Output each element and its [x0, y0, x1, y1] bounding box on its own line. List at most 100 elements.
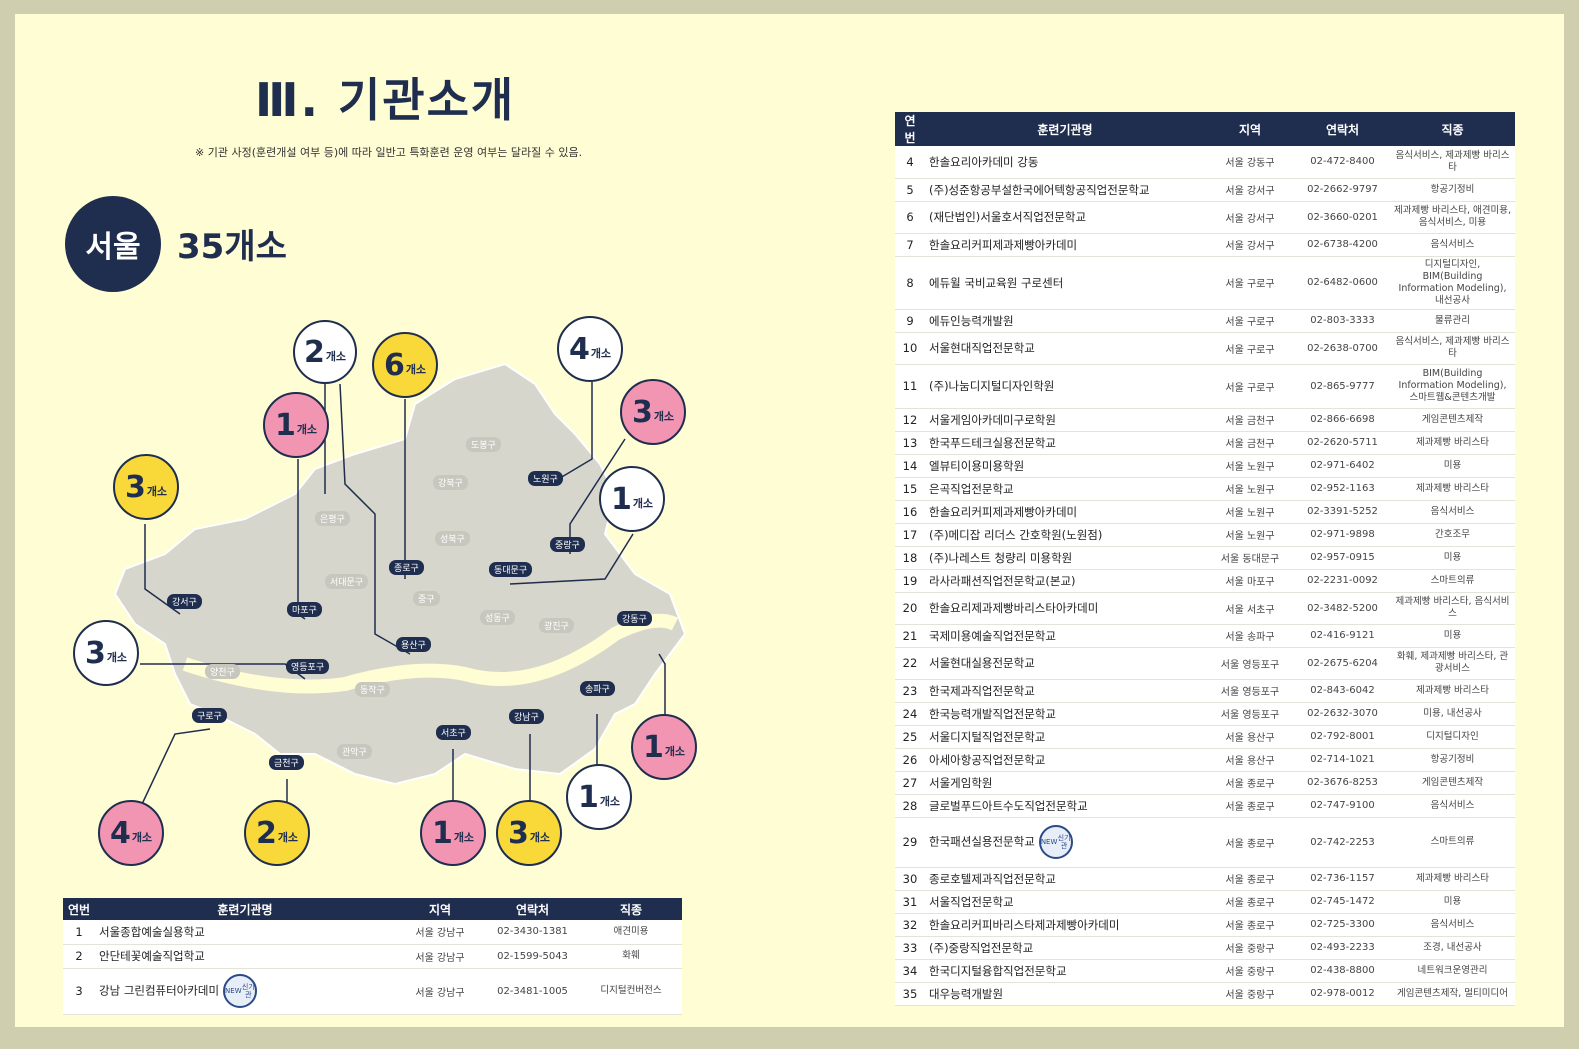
cell-num-text: 25: [902, 729, 918, 744]
cell-region-text: 서울 금천구: [1225, 416, 1275, 427]
cell-num-text: 29: [902, 835, 918, 849]
cell-job: 게임콘텐츠제작, 멀티미디어: [1390, 982, 1515, 1006]
cell-region-text: 서울 구로구: [1225, 382, 1275, 394]
cell-job: 화훼: [580, 944, 682, 969]
cell-job: 음식서비스: [1390, 913, 1515, 937]
cell-region: 서울 동대문구: [1205, 546, 1295, 570]
cell-name: (주)중랑직업전문학교: [925, 936, 1205, 960]
cell-phone-text: 02-952-1163: [1310, 483, 1375, 494]
cell-phone-text: 02-472-8400: [1310, 156, 1375, 168]
count-bubble: 4 개소: [557, 316, 623, 382]
cell-job: 게임콘텐츠제작: [1390, 408, 1515, 432]
cell-phone: 02-3391-5252: [1295, 500, 1390, 524]
cell-num: 11: [895, 364, 925, 409]
table-body: 1 서울종합예술실용학교 서울 강남구 02-3430-1381 애견미용 2 안단테꽃예술…: [63, 920, 682, 1015]
cell-num: 35: [895, 982, 925, 1006]
cell-region: 서울 마포구: [1205, 569, 1295, 593]
cell-name: 에듀윌 국비교육원 구로센터: [925, 256, 1205, 310]
cell-name: 에듀인능력개발원: [925, 309, 1205, 333]
cell-phone-text: 02-6738-4200: [1307, 239, 1378, 250]
cell-region: 서울 구로구: [1205, 332, 1295, 365]
table-body: 4 한솔요리아카데미 강동 서울 강동구 02-472-8400 음식서비스, 제과제빵…: [895, 146, 1515, 1006]
cell-name-text: 안단테꽃예술직업학교: [99, 949, 205, 963]
cell-region-text: 서울 영등포구: [1220, 659, 1280, 671]
cell-region: 서울 구로구: [1205, 256, 1295, 310]
cell-num-text: 7: [906, 237, 914, 252]
cell-name: 아세아항공직업전문학교: [925, 748, 1205, 772]
cell-job-text: 음식서비스: [1430, 799, 1475, 811]
cell-region-text: 서울 금천구: [1225, 439, 1275, 450]
cell-phone: 02-2632-3070: [1295, 702, 1390, 726]
cell-name: 한솔요리커피제과제빵아카데미: [925, 500, 1205, 524]
cell-job-text: 디지털컨버전스: [600, 985, 662, 996]
table-row: 10 서울현대직업전문학교 서울 구로구 02-2638-0700 음식서비스, 제과제…: [895, 332, 1515, 365]
cell-region-text: 서울 용산구: [1225, 756, 1275, 767]
cell-name: 은곡직업전문학교: [925, 477, 1205, 501]
cell-job: 음식서비스: [1390, 500, 1515, 524]
institution-table-left: 연번 훈련기관명 지역 연락처 직종 1 서울종합예술실용학교 서울 강남구 02-3…: [63, 898, 682, 1015]
table-row: 30 종로호텔제과직업전문학교 서울 종로구 02-736-1157 제과제빵 바리스타: [895, 867, 1515, 891]
cell-name-text: 한솔요리커피제과제빵아카데미: [929, 504, 1078, 519]
cell-num: 19: [895, 569, 925, 593]
cell-name-text: 은곡직업전문학교: [929, 481, 1014, 496]
cell-phone: 02-6482-0600: [1295, 256, 1390, 310]
cell-phone: 02-6738-4200: [1295, 233, 1390, 257]
district-label: 관악구: [337, 744, 372, 759]
cell-phone: 02-2662-9797: [1295, 178, 1390, 202]
cell-name-text: 한솔요리커피제과제빵아카데미: [929, 237, 1078, 252]
cell-num: 7: [895, 233, 925, 257]
table-row: 1 서울종합예술실용학교 서울 강남구 02-3430-1381 애견미용: [63, 920, 682, 945]
cell-region-text: 서울 마포구: [1225, 577, 1275, 588]
cell-num-text: 34: [902, 963, 918, 978]
count-bubble: 4 개소: [98, 800, 164, 866]
cell-region-text: 서울 종로구: [1225, 875, 1275, 886]
cell-phone-text: 02-3481-1005: [497, 985, 568, 997]
cell-region: 서울 금천구: [1205, 408, 1295, 432]
cell-phone-text: 02-747-9100: [1310, 800, 1375, 811]
cell-num: 5: [895, 178, 925, 202]
cell-phone: 02-865-9777: [1295, 364, 1390, 409]
cell-name: 글로벌푸드아트수도직업전문학교: [925, 794, 1205, 818]
district-label: 서대문구: [325, 574, 369, 589]
badge-top-text: NEW: [1040, 838, 1058, 846]
cell-region: 서울 노원구: [1205, 477, 1295, 501]
cell-name-text: 에듀인능력개발원: [929, 313, 1014, 328]
table-row: 2 안단테꽃예술직업학교 서울 강남구 02-1599-5043 화훼: [63, 944, 682, 969]
cell-num-text: 13: [902, 435, 918, 450]
table-row: 13 한국푸드테크실용전문학교 서울 금천구 02-2620-5711 제과제빵 바리스…: [895, 431, 1515, 455]
cell-name-text: (재단법인)서울호서직업전문학교: [929, 210, 1087, 224]
cell-num: 26: [895, 748, 925, 772]
cell-num-text: 20: [902, 601, 918, 615]
cell-job-text: 항공기정비: [1430, 753, 1475, 765]
cell-region-text: 서울 노원구: [1225, 462, 1275, 473]
cell-phone-text: 02-865-9777: [1310, 380, 1375, 392]
table-row: 15 은곡직업전문학교 서울 노원구 02-952-1163 제과제빵 바리스타: [895, 477, 1515, 501]
table-row: 22 서울현대실용전문학교 서울 영등포구 02-2675-6204 화훼, 제과제빵 …: [895, 647, 1515, 680]
cell-phone-text: 02-2638-0700: [1307, 342, 1378, 354]
cell-job-text: 디지털디자인: [1426, 730, 1479, 742]
cell-num: 29: [895, 817, 925, 868]
table-row: 7 한솔요리커피제과제빵아카데미 서울 강서구 02-6738-4200 음식서비스: [895, 233, 1515, 257]
col-name: 훈련기관명: [95, 898, 395, 920]
col-num: 연번: [895, 112, 925, 146]
cell-num-text: 6: [906, 210, 914, 224]
table-row: 31 서울직업전문학교 서울 종로구 02-745-1472 미용: [895, 890, 1515, 914]
cell-name: 강남 그린컴퓨터아카데미 NEW 신기관: [95, 968, 395, 1015]
cell-phone: 02-416-9121: [1295, 624, 1390, 648]
cell-num: 20: [895, 592, 925, 625]
cell-job-text: 화훼, 제과제빵 바리스타, 관광서비스: [1396, 651, 1509, 674]
cell-num: 33: [895, 936, 925, 960]
cell-name-text: 한솔요리제과제빵바리스타아카데미: [929, 601, 1099, 615]
cell-region: 서울 노원구: [1205, 523, 1295, 547]
cell-region-text: 서울 종로구: [1225, 779, 1275, 790]
cell-phone: 02-952-1163: [1295, 477, 1390, 501]
cell-job: 음식서비스, 제과제빵 바리스타: [1390, 332, 1515, 365]
cell-num-text: 31: [902, 894, 918, 909]
cell-name-text: (주)메디잡 리더스 간호학원(노원점): [929, 527, 1103, 542]
table-row: 33 (주)중랑직업전문학교 서울 중랑구 02-493-2233 조경, 내선공사: [895, 936, 1515, 960]
cell-name: 한솔요리커피제과제빵아카데미: [925, 233, 1205, 257]
cell-region: 서울 강남구: [395, 920, 485, 945]
cell-job: 제과제빵 바리스타: [1390, 867, 1515, 891]
cell-num: 22: [895, 647, 925, 680]
cell-job-text: 네트워크운영관리: [1417, 964, 1488, 976]
